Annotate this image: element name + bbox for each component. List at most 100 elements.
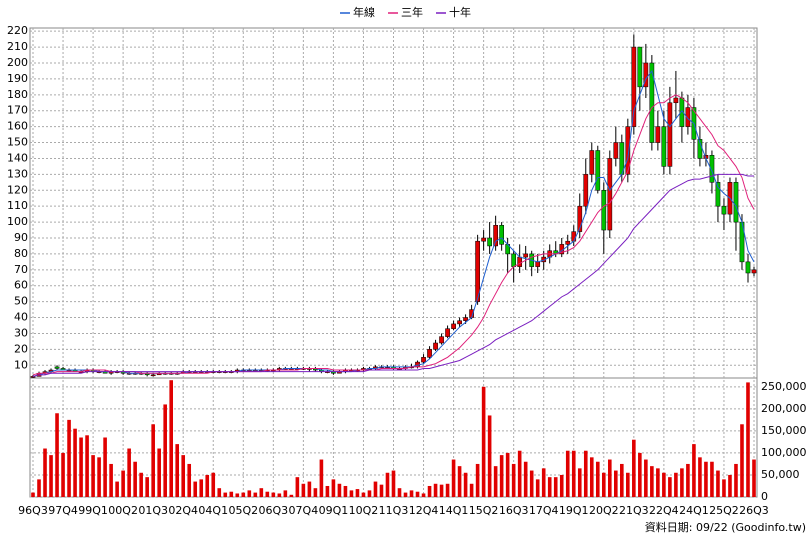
volume-bar <box>289 494 294 497</box>
x-tick-label: 26Q3 <box>739 504 769 517</box>
volume-bar <box>103 437 107 497</box>
candle-body <box>30 376 36 378</box>
volume-bar <box>307 481 312 497</box>
volume-bar <box>698 457 702 497</box>
candle-body <box>673 97 679 104</box>
volume-bar <box>175 444 180 497</box>
y-tick-label: 200 <box>7 56 28 69</box>
candle-body <box>493 225 498 247</box>
ma-line <box>32 94 755 376</box>
volume-bar <box>499 455 504 497</box>
candle-body <box>54 366 60 369</box>
y-tick-label: 10 <box>14 358 28 371</box>
y2-tick-label: 50,000 <box>761 468 800 481</box>
volume-bar <box>734 463 738 497</box>
volume-bar <box>565 450 570 497</box>
volume-bar <box>397 488 402 497</box>
x-tick-label: 25Q2 <box>709 504 739 517</box>
volume-bar <box>205 474 210 497</box>
volume-bar <box>229 491 234 497</box>
volume-bar <box>163 404 167 497</box>
x-tick-label: 17Q4 <box>529 504 559 517</box>
volume-bar <box>277 493 282 497</box>
volume-bar <box>710 461 714 497</box>
x-tick-label: 07Q4 <box>289 504 319 517</box>
volume-bar <box>529 470 534 497</box>
candle-body <box>487 237 492 247</box>
volume-bar <box>752 459 756 497</box>
y-tick-label: 160 <box>7 120 28 133</box>
volume-bar <box>403 492 408 497</box>
volume-bar <box>626 472 630 497</box>
volume-bar <box>656 468 660 497</box>
volume-bar <box>61 452 65 497</box>
volume-bar <box>644 459 648 497</box>
candle-body <box>715 182 721 207</box>
y-tick-label: 100 <box>7 215 28 228</box>
volume-bar <box>385 472 390 497</box>
volume-bar <box>415 491 420 497</box>
volume-bar <box>439 484 444 497</box>
volume-bar <box>301 483 306 497</box>
volume-bar <box>589 457 594 497</box>
candle-body <box>457 320 462 325</box>
y-tick-label: 130 <box>7 167 28 180</box>
volume-bar <box>343 485 348 497</box>
candle-body <box>601 190 607 231</box>
volume-bar <box>283 490 288 497</box>
volume-bar <box>223 492 228 497</box>
y-tick-label: 220 <box>7 24 28 37</box>
x-tick-label: 09Q1 <box>319 504 349 517</box>
candle-body <box>745 261 751 274</box>
volume-bar <box>614 470 618 497</box>
volume-bar <box>361 492 366 497</box>
volume-bar <box>517 450 522 497</box>
candle-body <box>577 205 583 232</box>
volume-bar <box>547 477 552 497</box>
volume-bar <box>109 463 113 497</box>
volume-bar <box>187 463 192 497</box>
y-tick-label: 60 <box>14 279 28 292</box>
volume-bar <box>692 444 696 497</box>
candle-body <box>427 349 432 358</box>
volume-bar <box>325 485 330 497</box>
volume-bar <box>391 470 396 497</box>
volume-bar <box>511 463 516 497</box>
volume-bar <box>728 474 732 497</box>
y-tick-label: 140 <box>7 151 28 164</box>
volume-bar <box>632 439 636 497</box>
volume-bar <box>553 477 558 497</box>
volume-bar <box>583 450 588 497</box>
legend-label: 年線 <box>353 5 375 19</box>
volume-bar <box>457 466 462 497</box>
y-tick-label: 30 <box>14 326 28 339</box>
volume-bar <box>295 477 300 497</box>
candle-body <box>150 374 156 377</box>
x-tick-label: 20Q2 <box>589 504 619 517</box>
volume-bar <box>746 382 750 497</box>
volume-bar <box>601 472 606 497</box>
candle-body <box>631 46 637 127</box>
candle-body <box>421 357 426 363</box>
candle-body <box>733 182 739 223</box>
volume-bar <box>145 477 149 497</box>
candle-body <box>667 102 673 167</box>
candle-body <box>613 142 619 159</box>
volume-bar <box>49 455 53 497</box>
volume-bar <box>319 459 324 497</box>
y2-tick-label: 0 <box>761 490 768 503</box>
y-tick-label: 70 <box>14 263 28 276</box>
y-tick-label: 80 <box>14 247 28 260</box>
volume-bar <box>493 466 498 497</box>
candle-body <box>499 225 505 245</box>
y-tick-label: 110 <box>7 199 28 212</box>
volume-bar <box>73 428 77 497</box>
candle-body <box>661 126 667 167</box>
candle-body <box>433 342 438 350</box>
candle-body <box>709 155 715 183</box>
volume-bar <box>674 472 678 497</box>
candle-body <box>565 240 571 245</box>
volume-bar <box>265 491 270 497</box>
candle-body <box>589 150 595 175</box>
volume-bar <box>433 483 438 497</box>
